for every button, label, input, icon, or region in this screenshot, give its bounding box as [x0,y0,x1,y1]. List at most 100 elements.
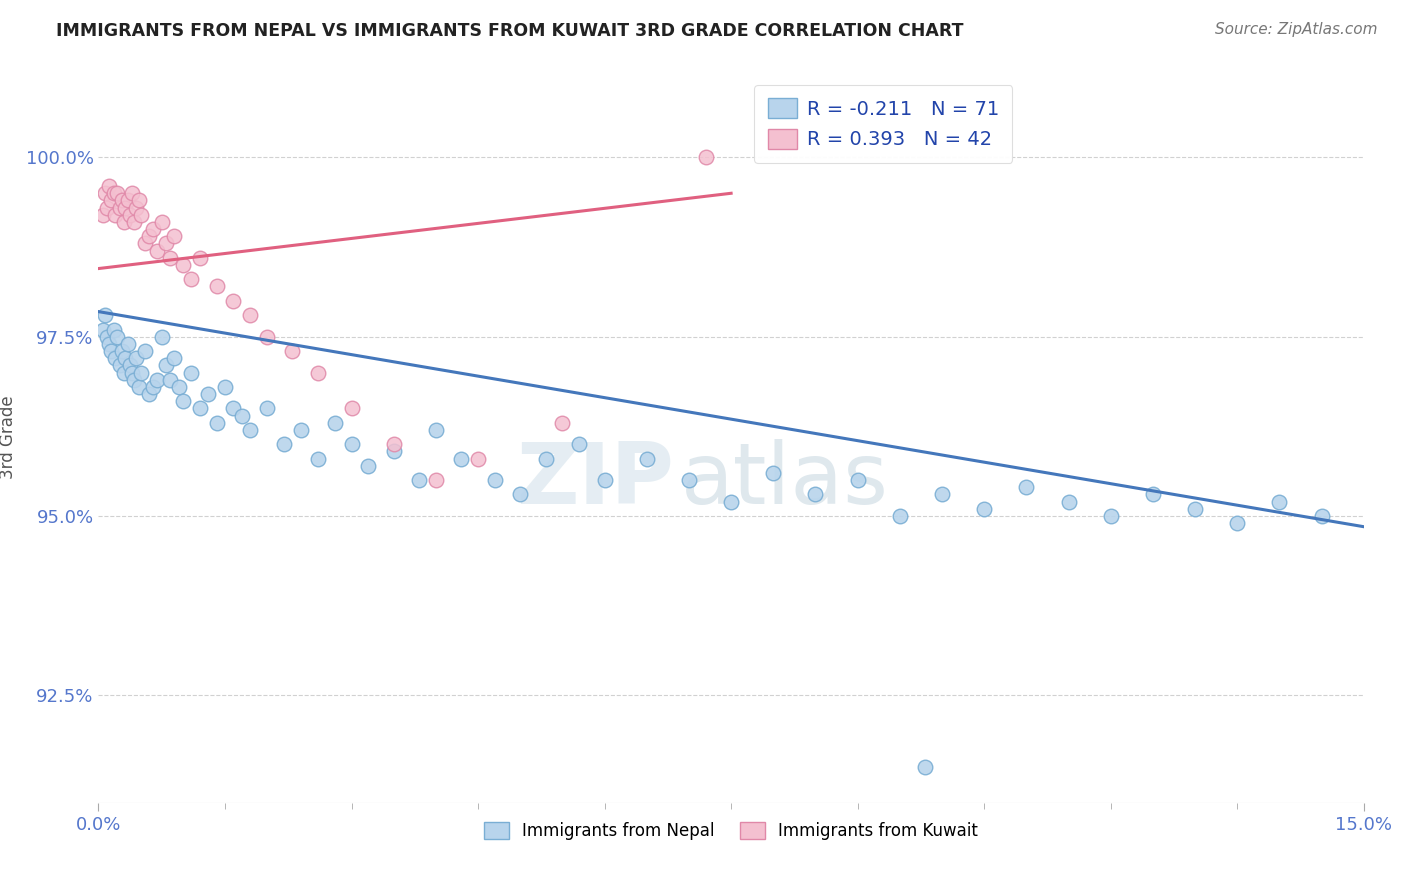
Point [408,473,430,487]
Point [121,186,143,201]
Point [695,150,717,164]
Point [134,236,156,251]
Point [239,308,262,322]
Point [273,437,295,451]
Point [205,416,228,430]
Point [125,201,148,215]
Point [231,409,253,423]
Point [100,194,122,208]
Point [97,336,120,351]
Point [197,387,219,401]
Point [150,329,173,343]
Point [97,179,120,194]
Point [636,451,658,466]
Point [551,416,574,430]
Point [323,416,346,430]
Point [762,466,785,480]
Point [1268,494,1291,508]
Point [340,437,363,451]
Point [117,336,139,351]
Point [188,251,211,265]
Point [239,423,262,437]
Point [188,401,211,416]
Point [450,451,472,466]
Point [973,501,995,516]
Legend: Immigrants from Nepal, Immigrants from Kuwait: Immigrants from Nepal, Immigrants from K… [478,815,984,847]
Point [96,201,118,215]
Point [678,473,700,487]
Point [163,351,186,366]
Point [1310,508,1333,523]
Point [112,215,135,229]
Point [159,373,181,387]
Point [172,394,194,409]
Point [155,236,177,251]
Point [125,351,148,366]
Point [105,329,128,343]
Point [122,215,145,229]
Point [128,194,150,208]
Point [425,473,447,487]
Point [593,473,616,487]
Point [167,380,190,394]
Text: Source: ZipAtlas.com: Source: ZipAtlas.com [1215,22,1378,37]
Point [142,380,165,394]
Point [382,444,405,458]
Point [180,272,202,286]
Point [340,401,363,416]
Point [214,380,236,394]
Point [180,366,202,380]
Point [931,487,953,501]
Point [94,186,117,201]
Point [96,329,118,343]
Point [150,215,173,229]
Point [114,351,136,366]
Point [1184,501,1206,516]
Point [120,359,142,373]
Point [91,322,114,336]
Point [103,322,125,336]
Point [804,487,827,501]
Point [357,458,380,473]
Point [159,251,181,265]
Point [256,401,278,416]
Point [1226,516,1249,530]
Point [307,366,329,380]
Point [111,344,134,359]
Point [307,451,329,466]
Point [128,380,150,394]
Point [889,508,911,523]
Point [138,229,160,244]
Point [568,437,591,451]
Point [256,329,278,343]
Point [155,359,177,373]
Point [117,194,139,208]
Point [534,451,557,466]
Point [112,366,135,380]
Point [108,201,131,215]
Point [1142,487,1164,501]
Point [720,494,742,508]
Point [172,258,194,272]
Point [509,487,531,501]
Point [100,344,122,359]
Point [163,229,186,244]
Point [134,344,156,359]
Point [104,208,127,222]
Point [146,244,169,258]
Point [1057,494,1080,508]
Point [142,222,165,236]
Point [484,473,506,487]
Point [146,373,169,387]
Point [846,473,869,487]
Point [138,387,160,401]
Point [104,351,127,366]
Point [222,293,245,308]
Point [281,344,304,359]
Point [129,208,152,222]
Point [222,401,245,416]
Point [1099,508,1122,523]
Text: IMMIGRANTS FROM NEPAL VS IMMIGRANTS FROM KUWAIT 3RD GRADE CORRELATION CHART: IMMIGRANTS FROM NEPAL VS IMMIGRANTS FROM… [56,22,963,40]
Point [129,366,152,380]
Point [108,359,131,373]
